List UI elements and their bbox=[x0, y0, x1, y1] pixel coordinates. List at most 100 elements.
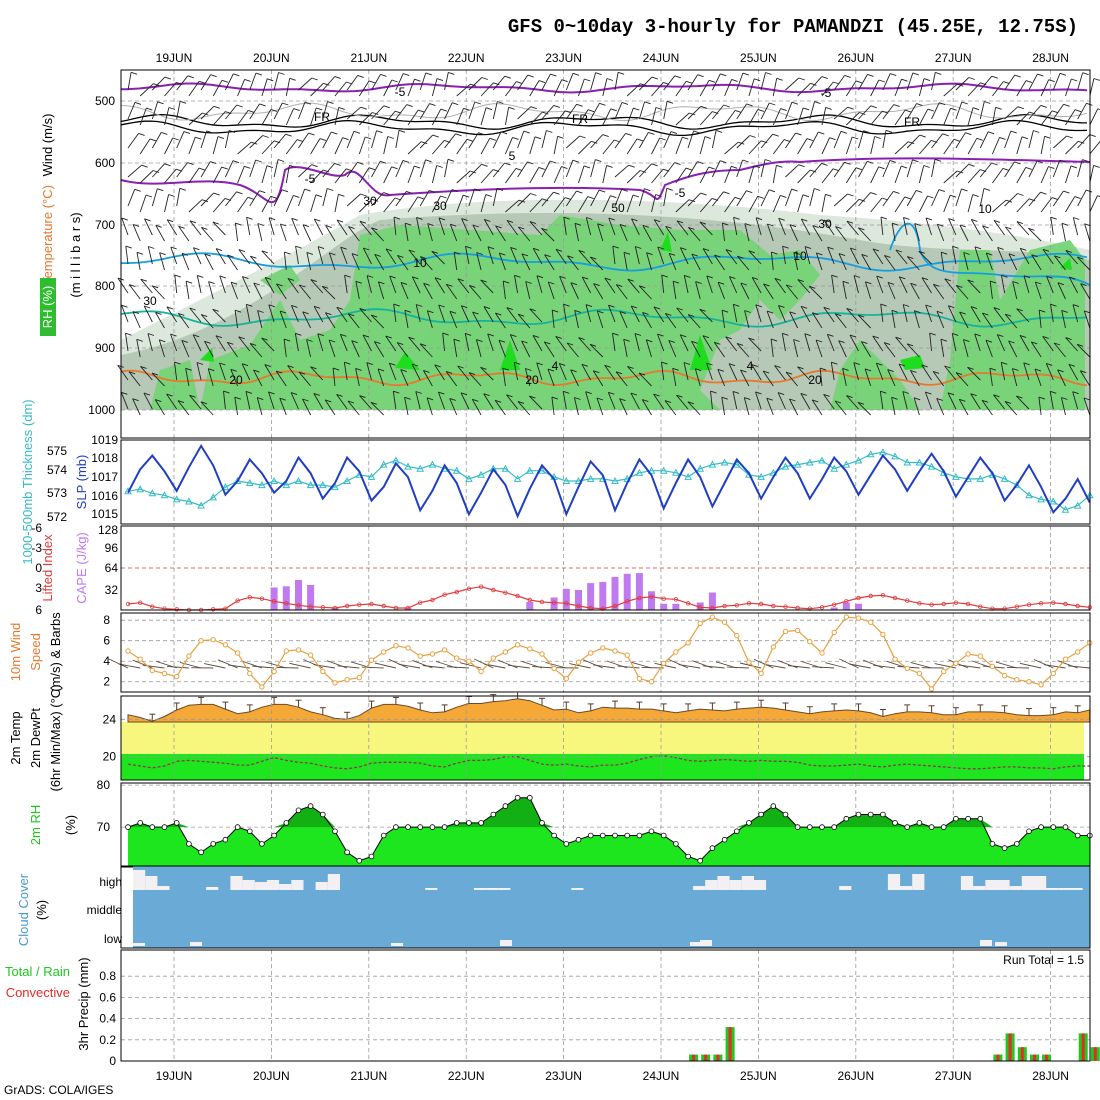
rh-point bbox=[198, 849, 204, 856]
wind-barb-flag bbox=[411, 363, 419, 367]
li-point bbox=[466, 586, 472, 591]
cloud-high-bar bbox=[327, 874, 340, 890]
wind-point bbox=[466, 658, 472, 664]
wind-barb-flag bbox=[925, 304, 932, 308]
wind-barb-flag bbox=[967, 279, 974, 283]
wind-point bbox=[758, 670, 764, 677]
wind-barb bbox=[770, 252, 774, 271]
rh-point bbox=[660, 832, 667, 839]
wind-point bbox=[381, 649, 387, 655]
wind-barb-flag bbox=[923, 165, 930, 168]
wind-barb bbox=[724, 110, 736, 126]
wind-barb-flag bbox=[593, 283, 600, 287]
wind-barb-flag bbox=[1031, 254, 1038, 258]
wind-barb-flag bbox=[425, 72, 432, 76]
wind-barb bbox=[480, 138, 491, 155]
wind-barb-flag bbox=[193, 334, 200, 338]
wind-barb bbox=[884, 255, 896, 271]
li-point bbox=[284, 601, 289, 606]
wind-barb bbox=[706, 275, 713, 294]
wind-barb-flag bbox=[329, 252, 336, 256]
wind-barb bbox=[932, 371, 945, 387]
wind-barb bbox=[362, 247, 372, 265]
wind-barb-flag bbox=[1097, 108, 1100, 111]
wind-barb bbox=[826, 334, 835, 352]
wind-barb-flag bbox=[742, 159, 749, 163]
wind-barb-flag bbox=[270, 195, 277, 199]
wind-barb-flag bbox=[801, 218, 808, 222]
wind-barb-flag bbox=[236, 104, 243, 108]
wind-barb-flag bbox=[487, 333, 494, 337]
wind-barb bbox=[597, 223, 604, 242]
wind-barb bbox=[541, 191, 554, 207]
wind-barb bbox=[989, 281, 993, 300]
wind-barb bbox=[374, 254, 385, 271]
wind-barb bbox=[936, 398, 945, 416]
wind-barb bbox=[699, 111, 713, 126]
wind-barb bbox=[404, 310, 409, 329]
wind-barb-flag bbox=[892, 222, 899, 226]
wind-barb bbox=[505, 168, 517, 184]
wind-barb bbox=[630, 305, 640, 323]
wind-barb-flag bbox=[795, 132, 802, 136]
wind-barb bbox=[517, 74, 529, 91]
wind-barb-flag bbox=[432, 134, 439, 138]
wind-barb-flag bbox=[630, 392, 638, 396]
cloud-high-bar bbox=[1034, 876, 1047, 890]
wind-barb-flag bbox=[1073, 217, 1080, 220]
wind-barb-flag bbox=[809, 169, 817, 173]
rh-point bbox=[1001, 845, 1008, 851]
wind-barb bbox=[590, 103, 600, 120]
li-point bbox=[576, 603, 581, 609]
wind-barb bbox=[657, 333, 665, 352]
wind-barb bbox=[931, 102, 940, 120]
wind-barb bbox=[127, 102, 136, 120]
wind-barb bbox=[219, 275, 226, 294]
wind-barb-flag bbox=[702, 248, 710, 252]
wind-barb bbox=[317, 246, 324, 265]
wind-barb bbox=[815, 339, 823, 358]
wind-barb bbox=[1065, 165, 1072, 184]
wind-point bbox=[709, 614, 716, 620]
wind-barb-flag bbox=[937, 223, 944, 227]
wind-barb-flag bbox=[436, 78, 444, 82]
thickness-point bbox=[805, 458, 814, 466]
wind-barb bbox=[1040, 197, 1053, 213]
wind-barb-flag bbox=[1093, 164, 1100, 168]
wind-barb-flag bbox=[355, 280, 363, 284]
wind-barb-flag bbox=[914, 310, 921, 314]
wind-barb bbox=[370, 401, 384, 416]
wind-barb-flag bbox=[981, 399, 989, 403]
wind-barb bbox=[283, 252, 287, 271]
rh-point bbox=[429, 824, 436, 830]
wind-barb-flag bbox=[494, 399, 502, 403]
wind-barb bbox=[468, 285, 482, 300]
wind-barb bbox=[322, 131, 332, 149]
rh-point bbox=[965, 815, 971, 822]
wind-barb bbox=[1065, 337, 1078, 352]
wind-barb bbox=[514, 275, 519, 294]
wind-barb bbox=[465, 246, 470, 265]
thickness-point bbox=[1025, 491, 1033, 499]
wind-barb-flag bbox=[717, 368, 724, 372]
wind-barb bbox=[495, 225, 506, 242]
surface-barb bbox=[276, 666, 299, 669]
thickness-point bbox=[501, 464, 510, 472]
wind-barb bbox=[268, 217, 275, 236]
wind-barb bbox=[864, 281, 872, 300]
wind-barb bbox=[797, 279, 811, 294]
rh-point bbox=[733, 828, 740, 835]
wind-barb-flag bbox=[563, 216, 570, 220]
wind-barb-flag bbox=[241, 363, 249, 367]
wind-barb-flag bbox=[633, 107, 640, 111]
wind-barb-flag bbox=[993, 394, 1000, 398]
wind-barb bbox=[456, 139, 468, 155]
wind-barb bbox=[755, 304, 762, 323]
li-point bbox=[308, 604, 313, 609]
wind-barb bbox=[468, 163, 482, 178]
wind-barb-flag bbox=[850, 247, 857, 251]
wind-barb bbox=[273, 72, 279, 91]
wind-barb bbox=[910, 283, 920, 300]
wind-barb bbox=[407, 79, 415, 97]
wind-barb bbox=[188, 167, 200, 184]
